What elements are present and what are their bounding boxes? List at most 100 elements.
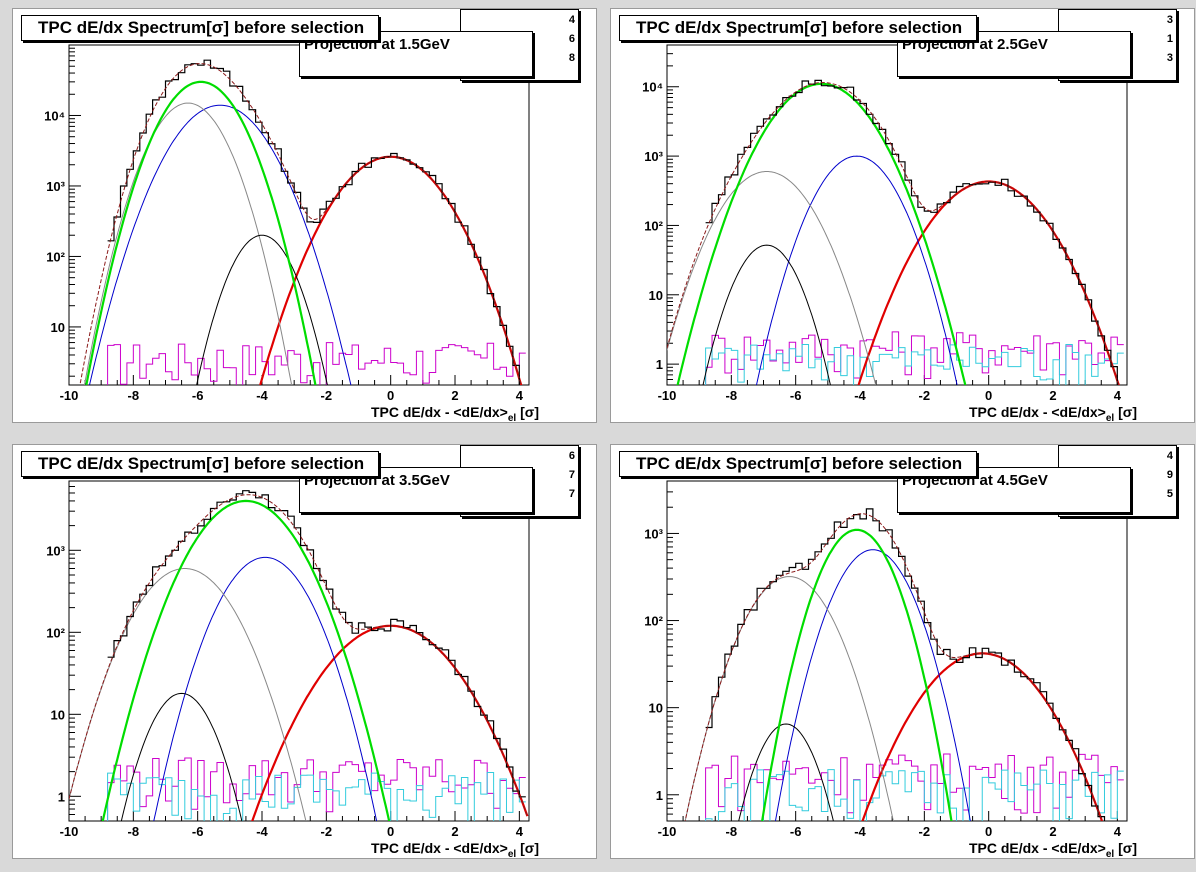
x-tick-label: -2	[919, 388, 931, 403]
x-tick-label: -4	[256, 388, 268, 403]
x-tick-label: -6	[790, 388, 802, 403]
plot-frame	[68, 480, 530, 822]
plot-frame	[666, 480, 1128, 822]
plot-content	[684, 508, 1124, 821]
stat-value: 6	[568, 450, 575, 462]
kaon-fit-curve	[755, 155, 958, 385]
x-tick-label: 4	[1114, 388, 1122, 403]
y-tick-label: 10²	[46, 625, 65, 640]
y-tick-label: 10⁴	[642, 80, 663, 95]
x-tick-label: 0	[985, 388, 992, 403]
plot-content	[79, 59, 526, 385]
proton-fit-curve	[69, 568, 307, 821]
cyan-histogram	[705, 769, 1124, 821]
x-tick-label: -6	[192, 388, 204, 403]
x-tick-label: -8	[726, 388, 738, 403]
plot-frame	[666, 44, 1128, 386]
magenta-histogram	[107, 342, 526, 385]
stat-value: 8	[568, 52, 575, 64]
x-axis-label: TPC dE/dx - <dE/dx>el [σ]	[969, 840, 1137, 860]
kaon-fit-curve	[153, 556, 378, 821]
pion-fit-curve	[101, 499, 391, 821]
panel-4: TPC dE/dx Spectrum[σ] before selection 4…	[610, 444, 1195, 860]
y-tick-label: 10²	[46, 249, 65, 264]
electron-fit-curve	[251, 624, 529, 821]
deuteron-fit-curve	[120, 692, 243, 821]
panel-title: TPC dE/dx Spectrum[σ] before selection	[21, 451, 380, 477]
data-histogram	[705, 79, 1118, 385]
stat-value: 4	[568, 14, 575, 26]
data-histogram	[705, 508, 1106, 821]
x-tick-label: 2	[1049, 388, 1056, 403]
x-tick-label: 2	[1049, 824, 1056, 839]
x-tick-label: 4	[516, 824, 524, 839]
kaon-fit-curve	[88, 104, 352, 385]
stat-value: 3	[1166, 52, 1173, 64]
x-tick-label: 0	[387, 388, 394, 403]
total-fit-curve	[79, 63, 522, 385]
magenta-histogram	[705, 331, 1124, 385]
x-axis-label: TPC dE/dx - <dE/dx>el [σ]	[371, 840, 539, 860]
x-tick-label: -8	[726, 824, 738, 839]
stat-value: 9	[1166, 469, 1173, 481]
x-tick-label: 2	[451, 388, 458, 403]
x-axis-label: TPC dE/dx - <dE/dx>el [σ]	[371, 404, 539, 424]
x-tick-label: -10	[60, 388, 79, 403]
y-tick-label: 10⁴	[44, 108, 65, 123]
pion-fit-curve	[85, 80, 317, 385]
proton-fit-curve	[684, 576, 894, 821]
y-tick-label: 10	[649, 288, 663, 303]
panel-title: TPC dE/dx Spectrum[σ] before selection	[21, 15, 380, 41]
deuteron-fit-curve	[738, 723, 834, 821]
electron-fit-curve	[861, 652, 1104, 821]
y-tick-label: 10³	[46, 179, 65, 194]
total-fit-curve	[69, 494, 528, 817]
magenta-histogram	[705, 753, 1124, 821]
y-tick-label: 10	[51, 707, 65, 722]
stat-value: 1	[1166, 33, 1173, 45]
x-tick-label: 4	[516, 388, 524, 403]
x-tick-label: 0	[985, 824, 992, 839]
panel-3: TPC dE/dx Spectrum[σ] before selection 6…	[12, 444, 597, 860]
y-tick-label: 10	[51, 320, 65, 335]
deuteron-fit-curve	[702, 244, 831, 385]
plot-content	[69, 490, 529, 821]
y-tick-label: 1	[58, 789, 65, 804]
x-tick-label: -10	[658, 824, 677, 839]
x-tick-label: -8	[128, 824, 140, 839]
plot-area: -10 -8 -6 -4 -2 0 2 4 1 10 10² 10³ 10⁴ TPC dE/dx - <d…	[642, 44, 1137, 424]
x-tick-label: -4	[854, 824, 866, 839]
data-histogram	[107, 490, 526, 798]
x-tick-label: -6	[192, 824, 204, 839]
cyan-histogram	[107, 771, 526, 821]
x-tick-label: -2	[321, 388, 333, 403]
stat-value: 7	[568, 469, 575, 481]
x-tick-label: -10	[658, 388, 677, 403]
y-tick-label: 10²	[644, 614, 663, 629]
deuteron-fit-curve	[196, 234, 328, 385]
y-tick-label: 10³	[644, 149, 663, 164]
stat-value: 7	[568, 488, 575, 500]
x-axis-label: TPC dE/dx - <dE/dx>el [σ]	[969, 404, 1137, 424]
proton-fit-curve	[667, 171, 877, 385]
total-fit-curve	[667, 81, 1120, 385]
y-tick-label: 1	[656, 357, 663, 372]
x-tick-label: 2	[451, 824, 458, 839]
y-tick-label: 10	[649, 701, 663, 716]
magenta-histogram	[107, 757, 526, 821]
x-tick-label: 4	[1114, 824, 1122, 839]
plot-area: -10 -8 -6 -4 -2 0 2 4 1 10 10² 10³ TPC dE/dx - <dE/d…	[46, 480, 539, 860]
panel-title: TPC dE/dx Spectrum[σ] before selection	[619, 15, 978, 41]
stat-value: 6	[568, 33, 575, 45]
pion-fit-curve	[676, 82, 967, 385]
cyan-histogram	[705, 343, 1124, 385]
stat-value: 4	[1166, 450, 1173, 462]
total-fit-curve	[684, 513, 1103, 821]
panel-2: TPC dE/dx Spectrum[σ] before selection 3…	[610, 8, 1195, 424]
stat-value: 5	[1166, 488, 1173, 500]
plot-content	[667, 79, 1124, 385]
panel-1: TPC dE/dx Spectrum[σ] before selection 4…	[12, 8, 597, 424]
x-tick-label: -8	[128, 388, 140, 403]
x-tick-label: -2	[321, 824, 333, 839]
